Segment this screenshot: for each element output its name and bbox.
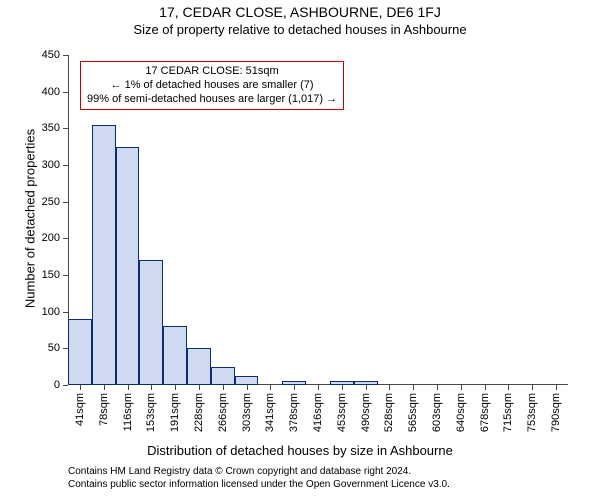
- x-tick-label: 378sqm: [288, 393, 300, 432]
- x-tick: [508, 385, 509, 390]
- page-subtitle: Size of property relative to detached ho…: [0, 22, 600, 37]
- x-tick: [342, 385, 343, 390]
- y-tick-label: 450: [20, 49, 60, 61]
- x-tick: [247, 385, 248, 390]
- x-tick: [175, 385, 176, 390]
- x-tick: [437, 385, 438, 390]
- y-tick-label: 100: [20, 306, 60, 318]
- y-tick-label: 200: [20, 232, 60, 244]
- x-axis-label: Distribution of detached houses by size …: [0, 443, 600, 458]
- y-tick-label: 400: [20, 86, 60, 98]
- x-tick: [413, 385, 414, 390]
- bar: [187, 348, 211, 385]
- y-tick: [63, 128, 68, 129]
- x-tick-label: 528sqm: [383, 393, 395, 432]
- x-tick-label: 790sqm: [550, 393, 562, 432]
- y-tick: [63, 238, 68, 239]
- bar: [139, 260, 163, 385]
- y-tick: [63, 312, 68, 313]
- annotation-box: 17 CEDAR CLOSE: 51sqm ← 1% of detached h…: [80, 61, 344, 110]
- x-tick: [104, 385, 105, 390]
- x-tick: [318, 385, 319, 390]
- x-tick-label: 453sqm: [336, 393, 348, 432]
- x-tick: [294, 385, 295, 390]
- x-tick: [270, 385, 271, 390]
- y-tick: [63, 165, 68, 166]
- bar: [116, 147, 140, 385]
- x-tick-label: 753sqm: [526, 393, 538, 432]
- footnote: Contains HM Land Registry data © Crown c…: [68, 465, 450, 491]
- footnote-line2: Contains public sector information licen…: [68, 478, 450, 491]
- bar: [235, 376, 259, 385]
- x-tick-label: 191sqm: [169, 393, 181, 432]
- y-tick-label: 50: [20, 342, 60, 354]
- x-tick: [461, 385, 462, 390]
- x-tick-label: 603sqm: [431, 393, 443, 432]
- y-tick: [63, 55, 68, 56]
- y-tick: [63, 202, 68, 203]
- bar: [211, 367, 235, 385]
- annotation-line3: 99% of semi-detached houses are larger (…: [87, 93, 337, 107]
- x-tick: [128, 385, 129, 390]
- x-tick-label: 490sqm: [360, 393, 372, 432]
- x-tick: [199, 385, 200, 390]
- y-tick-label: 300: [20, 159, 60, 171]
- x-tick: [556, 385, 557, 390]
- y-tick: [63, 385, 68, 386]
- bar: [92, 125, 116, 385]
- page-title: 17, CEDAR CLOSE, ASHBOURNE, DE6 1FJ: [0, 4, 600, 20]
- y-tick: [63, 92, 68, 93]
- bar: [68, 319, 92, 385]
- bar: [163, 326, 187, 385]
- annotation-line2: ← 1% of detached houses are smaller (7): [87, 79, 337, 93]
- annotation-line1: 17 CEDAR CLOSE: 51sqm: [87, 65, 337, 79]
- x-tick: [80, 385, 81, 390]
- x-tick-label: 266sqm: [217, 393, 229, 432]
- x-tick-label: 416sqm: [312, 393, 324, 432]
- x-tick-label: 565sqm: [407, 393, 419, 432]
- x-tick: [151, 385, 152, 390]
- x-tick-label: 341sqm: [264, 393, 276, 432]
- x-tick: [223, 385, 224, 390]
- y-tick-label: 250: [20, 196, 60, 208]
- x-tick: [532, 385, 533, 390]
- x-tick-label: 640sqm: [455, 393, 467, 432]
- y-axis-label: Number of detached properties: [23, 109, 38, 329]
- footnote-line1: Contains HM Land Registry data © Crown c…: [68, 465, 450, 478]
- y-tick-label: 0: [20, 379, 60, 391]
- x-tick: [485, 385, 486, 390]
- x-tick-label: 116sqm: [122, 393, 134, 431]
- x-tick-label: 228sqm: [193, 393, 205, 432]
- x-tick-label: 41sqm: [74, 393, 86, 426]
- y-tick-label: 350: [20, 122, 60, 134]
- x-tick-label: 303sqm: [241, 393, 253, 432]
- y-tick: [63, 275, 68, 276]
- x-tick-label: 678sqm: [479, 393, 491, 432]
- x-tick: [366, 385, 367, 390]
- x-tick-label: 715sqm: [502, 393, 514, 432]
- y-tick-label: 150: [20, 269, 60, 281]
- x-tick: [389, 385, 390, 390]
- x-tick-label: 78sqm: [98, 393, 110, 426]
- x-tick-label: 153sqm: [145, 393, 157, 432]
